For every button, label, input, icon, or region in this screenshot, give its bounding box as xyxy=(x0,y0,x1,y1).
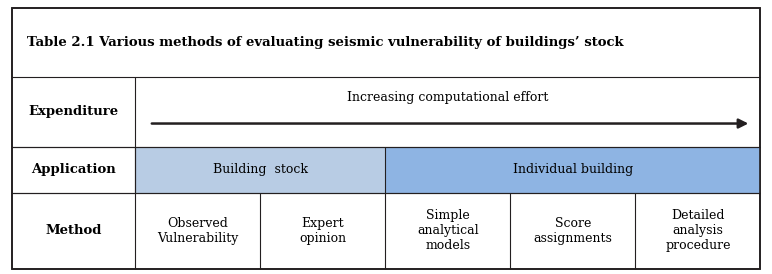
Text: Detailed
analysis
procedure: Detailed analysis procedure xyxy=(665,209,730,252)
Text: Expenditure: Expenditure xyxy=(29,105,118,118)
Text: Increasing computational effort: Increasing computational effort xyxy=(347,91,548,104)
Text: Building  stock: Building stock xyxy=(212,163,308,176)
Text: Expert
opinion: Expert opinion xyxy=(299,217,347,245)
Text: Method: Method xyxy=(45,224,102,237)
Text: Individual building: Individual building xyxy=(513,163,633,176)
Text: Application: Application xyxy=(31,163,116,176)
Bar xyxy=(135,147,385,193)
Text: Simple
analytical
models: Simple analytical models xyxy=(417,209,479,252)
Text: Observed
Vulnerability: Observed Vulnerability xyxy=(157,217,239,245)
Text: Table 2.1 Various methods of evaluating seismic vulnerability of buildings’ stoc: Table 2.1 Various methods of evaluating … xyxy=(27,36,624,49)
Text: Score
assignments: Score assignments xyxy=(533,217,612,245)
Bar xyxy=(385,147,760,193)
